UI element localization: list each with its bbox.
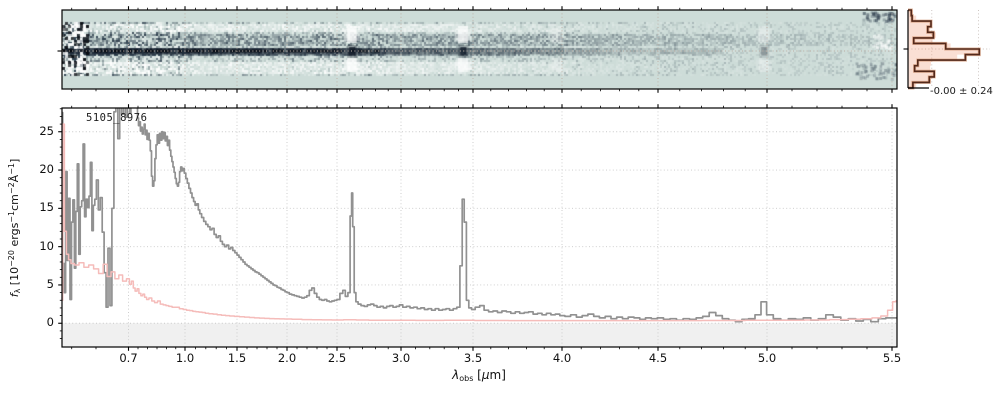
y-tick-label: 25: [39, 123, 54, 138]
y-axis-label: fλ [10−20 ergs−1cm−2Å−1]: [7, 68, 27, 388]
2d-spines: [61, 9, 898, 90]
y-tick-label: 10: [39, 238, 54, 253]
label-fragment: m]: [489, 368, 506, 382]
main-spines: [61, 107, 898, 348]
label-fragment: μ: [481, 368, 490, 382]
label-fragment: [: [473, 368, 482, 382]
y-tick-label: 15: [39, 200, 54, 215]
profile-outline: [908, 9, 981, 89]
x-tick-label: 5.0: [757, 351, 777, 365]
label-fragment: −1: [7, 163, 16, 175]
label-fragment: −1: [7, 210, 16, 223]
x-tick-label: 2.5: [327, 351, 347, 365]
2d-spectrum-image: [62, 10, 897, 89]
y-tick-label: 5: [46, 276, 54, 291]
below-zero-band: [62, 323, 897, 347]
x-tick-label: 5.5: [882, 351, 902, 365]
label-fragment: −20: [7, 250, 16, 267]
x-tick-label: 1.5: [227, 351, 247, 365]
profile-fill: [908, 10, 980, 88]
label-fragment: λ: [452, 368, 460, 382]
y-tick-label: 0: [46, 315, 54, 330]
x-axis-label: λobs [μm]: [419, 368, 539, 383]
profile-stats-label: -0.00 ± 0.24: [930, 86, 993, 97]
x-tick-label: 1.0: [175, 351, 195, 365]
object-id-label: 5105_8976: [86, 112, 148, 124]
spectrum-line: [62, 108, 897, 323]
uncertainty-line: [62, 123, 897, 322]
y-tick-label: 20: [39, 162, 54, 177]
label-fragment: f: [8, 293, 21, 298]
x-tick-label: 4.5: [648, 351, 668, 365]
x-tick-label: 0.7: [119, 351, 138, 365]
x-tick-label: 3.0: [391, 351, 411, 365]
label-fragment: obs: [459, 374, 474, 383]
x-tick-label: 2.0: [277, 351, 297, 365]
label-fragment: −2: [7, 182, 16, 195]
x-tick-label: 4.0: [552, 351, 572, 365]
x-tick-label: 3.5: [463, 351, 483, 365]
